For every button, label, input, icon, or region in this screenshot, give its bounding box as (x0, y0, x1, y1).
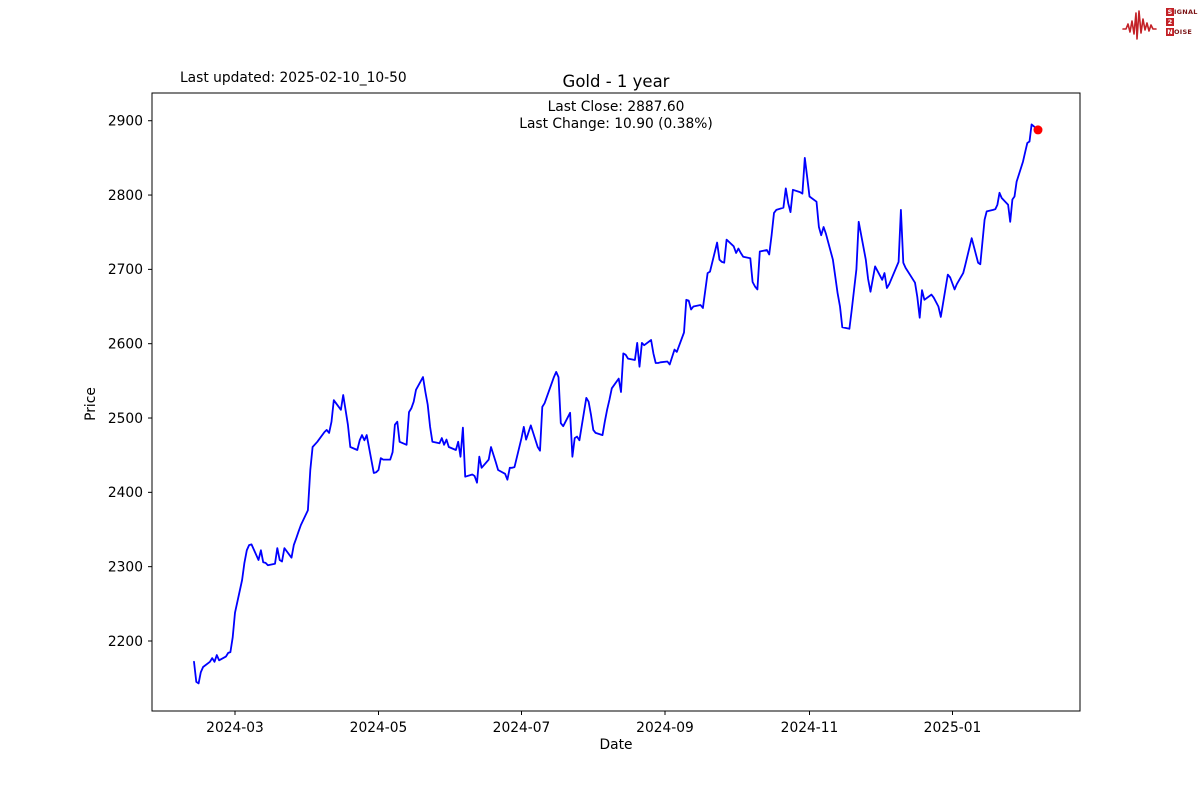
logo-letterbox-2: 2 (1166, 18, 1174, 26)
x-tick-label: 2025-01 (924, 720, 982, 736)
pulse-waveform-icon (1122, 10, 1157, 40)
logo-text: S IGNAL 2 N OISE (1166, 8, 1198, 36)
x-tick-label: 2024-09 (636, 720, 694, 736)
x-tick-label: 2024-03 (206, 720, 264, 736)
signal-2-noise-logo: S IGNAL 2 N OISE (1122, 3, 1200, 45)
logo-row-noise: N OISE (1166, 28, 1198, 36)
x-axis-label: Date (599, 737, 633, 753)
logo-rest-oise: OISE (1174, 28, 1193, 36)
y-tick-label: 2700 (108, 262, 143, 278)
logo-row-signal: S IGNAL (1166, 8, 1198, 16)
y-tick-label: 2200 (108, 634, 143, 650)
last-close-annotation: Last Close: 2887.60 (547, 99, 685, 115)
last-change-annotation: Last Change: 10.90 (0.38%) (519, 116, 713, 132)
y-tick-label: 2900 (108, 114, 143, 130)
y-tick-label: 2300 (108, 559, 143, 575)
last-price-marker (1033, 125, 1043, 135)
price-line (193, 123, 1039, 685)
logo-letterbox-s: S (1166, 8, 1174, 16)
logo-row-2: 2 (1166, 18, 1198, 26)
last-updated-label: Last updated: 2025-02-10_10-50 (180, 70, 407, 86)
y-tick-label: 2600 (108, 336, 143, 352)
x-tick-label: 2024-11 (781, 720, 839, 736)
plot-border (151, 92, 1081, 712)
logo-rest-ignal: IGNAL (1174, 8, 1198, 16)
logo-letterbox-n: N (1166, 28, 1174, 36)
y-tick-label: 2500 (108, 411, 143, 427)
chart-title: Gold - 1 year (562, 72, 670, 91)
y-tick-label: 2800 (108, 188, 143, 204)
y-tick-label: 2400 (108, 485, 143, 501)
x-tick-label: 2024-05 (350, 720, 408, 736)
x-tick-label: 2024-07 (493, 720, 551, 736)
